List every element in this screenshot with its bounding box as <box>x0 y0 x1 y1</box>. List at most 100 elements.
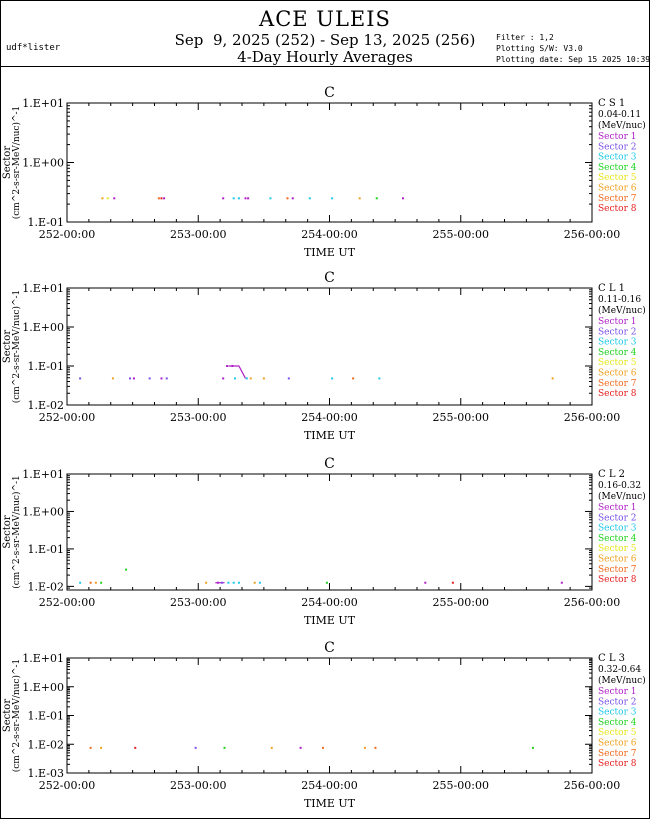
data-point-sector-3 <box>308 197 311 200</box>
y-tick-label: 1.E+01 <box>22 282 64 295</box>
data-point-sector-2 <box>129 377 131 380</box>
channel-label: C L 1 <box>598 283 625 294</box>
x-axis-label: TIME UT <box>304 429 356 442</box>
data-point-sector-3 <box>234 377 236 380</box>
data-point-sector-3 <box>258 581 261 584</box>
data-point-sector-3 <box>331 197 334 200</box>
panel-title: C <box>324 85 335 101</box>
data-point-sector-6 <box>101 197 104 200</box>
header-divider <box>0 66 650 67</box>
x-tick-label: 256-00:00 <box>564 228 620 241</box>
legend-sector-3: Sector 3 <box>598 153 637 163</box>
data-point-sector-3 <box>232 581 235 584</box>
data-point-sector-2 <box>148 377 151 380</box>
data-point-sector-1 <box>244 197 247 200</box>
data-point-sector-1 <box>424 581 427 584</box>
legend-sector-8: Sector 8 <box>598 759 637 769</box>
chart-panel-3: C 252-00:00 253-00:00 254-00:00 255-00:00 256… <box>2 456 646 627</box>
legend-sector-2: Sector 2 <box>598 697 636 707</box>
y-axis-label: Sector <box>2 699 13 732</box>
data-point-sector-1 <box>226 365 229 367</box>
plot-date-label: Plotting date: Sep 15 2025 10:39 <box>496 55 650 64</box>
panel-title: C <box>324 270 335 286</box>
data-point-sector-8 <box>134 746 137 749</box>
plot-area <box>66 657 593 774</box>
data-point-sector-7 <box>286 197 289 200</box>
data-point-sector-3 <box>245 377 248 380</box>
data-point-sector-7 <box>374 746 377 749</box>
software-label: Plotting S/W: V3.0 <box>496 44 583 53</box>
data-point-sector-3 <box>227 581 230 584</box>
legend-sector-3: Sector 3 <box>598 708 637 718</box>
channel-label: C S 1 <box>598 98 625 109</box>
data-point-sector-1 <box>160 377 163 380</box>
legend-sector-5: Sector 5 <box>598 728 637 738</box>
y-tick-label: 1.E-02 <box>28 399 64 412</box>
energy-unit: (MeV/nuc) <box>598 491 646 502</box>
y-tick-label: 1.E-02 <box>28 738 64 751</box>
x-tick-label: 253-00:00 <box>170 228 226 241</box>
legend-sector-1: Sector 1 <box>598 503 636 513</box>
data-point-sector-1 <box>247 197 250 200</box>
legend-sector-2: Sector 2 <box>598 142 636 152</box>
legend-sector-5: Sector 5 <box>598 358 637 368</box>
filter-label: Filter : 1,2 <box>496 33 554 42</box>
data-point-sector-6 <box>249 377 252 380</box>
data-point-sector-4 <box>325 581 328 584</box>
data-point-sector-1 <box>222 377 225 380</box>
data-point-sector-1 <box>216 581 219 584</box>
energy-unit: (MeV/nuc) <box>598 675 646 686</box>
x-tick-label: 255-00:00 <box>433 596 489 609</box>
y-axis-unit: (cm^2-s-sr-MeV/nuc)^-1 <box>11 106 22 220</box>
data-point-sector-1 <box>222 197 225 200</box>
energy-range: 0.32-0.64 <box>598 665 641 675</box>
data-point-sector-1 <box>231 365 234 367</box>
energy-unit: (MeV/nuc) <box>598 305 646 316</box>
data-point-sector-1 <box>113 197 116 200</box>
legend-sector-8: Sector 8 <box>598 204 637 214</box>
data-point-sector-6 <box>270 746 273 749</box>
data-point-sector-6 <box>551 377 554 380</box>
x-tick-label: 255-00:00 <box>433 228 489 241</box>
legend-sector-6: Sector 6 <box>598 369 637 379</box>
energy-range: 0.04-0.11 <box>598 110 641 120</box>
x-tick-label: 254-00:00 <box>301 596 357 609</box>
legend-sector-6: Sector 6 <box>598 739 637 749</box>
data-point-sector-1 <box>299 746 302 749</box>
y-tick-label: 1.E-01 <box>28 360 64 373</box>
energy-range: 0.16-0.32 <box>598 481 641 491</box>
data-point-sector-8 <box>160 197 163 200</box>
data-point-sector-1 <box>402 197 404 200</box>
legend-sector-7: Sector 7 <box>598 749 637 759</box>
channel-label: C L 2 <box>598 469 625 480</box>
data-point-sector-7 <box>89 746 92 749</box>
data-point-sector-7 <box>321 746 324 749</box>
x-tick-label: 255-00:00 <box>433 779 489 792</box>
data-point-sector-6 <box>111 377 114 380</box>
y-tick-label: 1.E+01 <box>22 468 64 481</box>
data-point-sector-4 <box>223 746 226 749</box>
panel-title: C <box>324 456 335 472</box>
data-point-sector-3 <box>331 377 334 380</box>
panel-title: C <box>324 640 335 656</box>
x-tick-label: 256-00:00 <box>564 596 620 609</box>
y-tick-label: 1.E+00 <box>22 681 64 694</box>
legend-sector-4: Sector 4 <box>598 348 637 358</box>
data-point-sector-6 <box>100 746 103 749</box>
legend-sector-1: Sector 1 <box>598 687 636 697</box>
y-axis-unit: (cm^2-s-sr-MeV/nuc)^-1 <box>11 290 22 404</box>
series-line-sector-1 <box>228 365 247 379</box>
plot-title: ACE ULEIS <box>259 7 391 31</box>
x-tick-label: 253-00:00 <box>170 779 226 792</box>
x-axis-label: TIME UT <box>304 797 356 810</box>
data-point-sector-3 <box>79 581 82 584</box>
y-tick-label: 1.E-01 <box>28 216 64 229</box>
data-point-sector-3 <box>237 197 240 200</box>
data-point-sector-2 <box>194 746 197 749</box>
data-point-sector-4 <box>100 581 103 584</box>
x-tick-label: 254-00:00 <box>301 228 357 241</box>
data-point-sector-3 <box>378 377 381 380</box>
y-axis-label: Sector <box>2 515 13 548</box>
x-tick-label: 256-00:00 <box>564 779 620 792</box>
legend-sector-4: Sector 4 <box>598 718 637 728</box>
